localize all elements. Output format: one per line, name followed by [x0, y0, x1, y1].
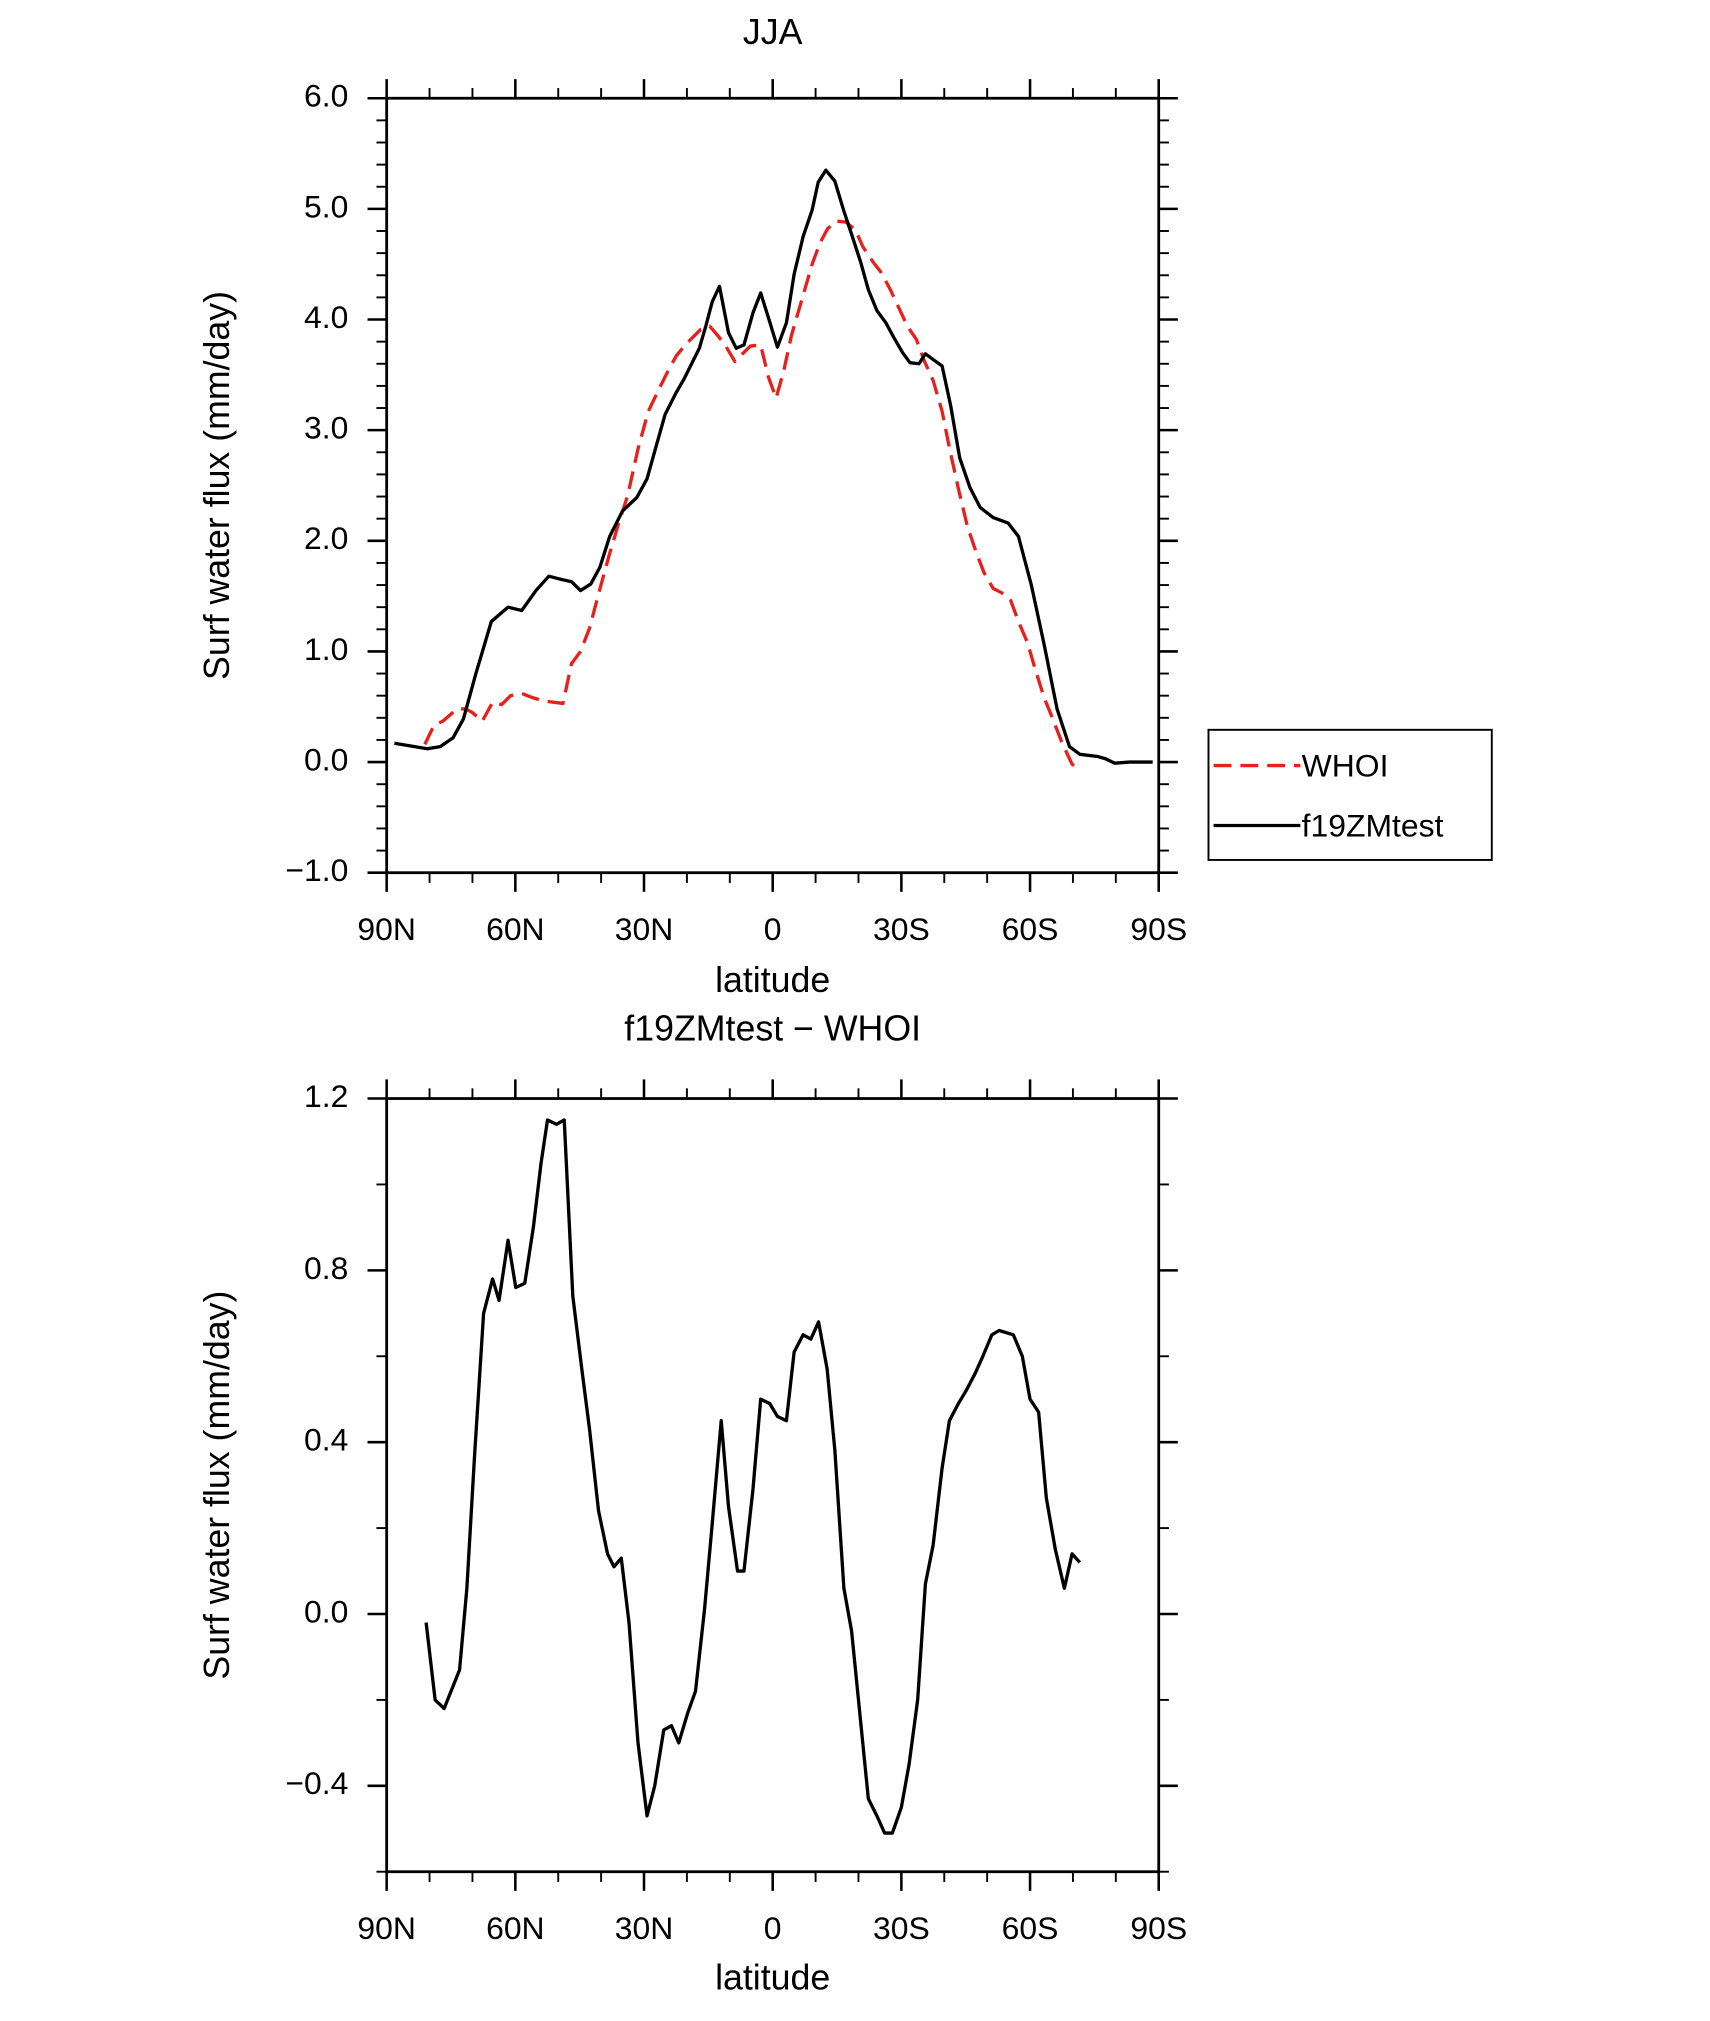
legend-box [1207, 728, 1493, 861]
y-tick-label: −0.4 [285, 1765, 348, 1801]
chart: JJA latitude Surf water flux (mm/day) 90N 60… [197, 12, 1493, 1000]
y-tick-label: 4.0 [304, 299, 348, 335]
data-line [423, 219, 1082, 772]
y-axis-label: Surf water flux (mm/day) [197, 1291, 237, 1680]
x-tick-label: 90S [1130, 911, 1187, 947]
chart: f19ZMtest − WHOI latitude Surf water flux … [197, 1008, 1187, 1997]
x-tick-label: 60N [486, 1910, 545, 1946]
x-tick-label: 90S [1130, 1910, 1187, 1946]
x-axis-label: latitude [715, 960, 830, 1000]
y-tick-label: 3.0 [304, 410, 348, 446]
data-line [394, 168, 1153, 765]
y-tick-label: −1.0 [285, 852, 348, 888]
x-tick-label: 60S [1002, 911, 1059, 947]
y-tick-label: 1.0 [304, 631, 348, 667]
x-tick-label: 90N [357, 911, 416, 947]
x-tick-label: 0 [764, 1910, 782, 1946]
x-tick-label: 60S [1002, 1910, 1059, 1946]
y-tick-label: 0.4 [304, 1422, 348, 1458]
x-tick-label: 30N [615, 1910, 674, 1946]
legend-label: f19ZMtest [1302, 807, 1444, 843]
y-tick-label: 6.0 [304, 78, 348, 114]
y-tick-label: 1.2 [304, 1078, 348, 1114]
y-tick-label: 0.0 [304, 741, 348, 777]
x-tick-label: 30S [873, 911, 930, 947]
x-axis-label: latitude [715, 1958, 830, 1998]
x-tick-label: 30S [873, 1910, 930, 1946]
x-tick-label: 0 [764, 911, 782, 947]
plot-frame [385, 96, 1161, 875]
x-tick-label: 30N [615, 911, 674, 947]
x-tick-label: 90N [357, 1910, 416, 1946]
y-tick-label: 0.8 [304, 1250, 348, 1286]
y-tick-label: 5.0 [304, 188, 348, 224]
x-tick-label: 60N [486, 911, 545, 947]
chart-title: JJA [743, 12, 803, 52]
y-tick-label: 2.0 [304, 520, 348, 556]
y-axis-label: Surf water flux (mm/day) [197, 291, 237, 680]
data-line [424, 1118, 1082, 1835]
y-tick-label: 0.0 [304, 1593, 348, 1629]
plot-frame [385, 1097, 1161, 1874]
chart-title: f19ZMtest − WHOI [624, 1008, 921, 1048]
legend: WHOI f19ZMtest [1207, 728, 1493, 861]
legend-label: WHOI [1302, 748, 1389, 784]
